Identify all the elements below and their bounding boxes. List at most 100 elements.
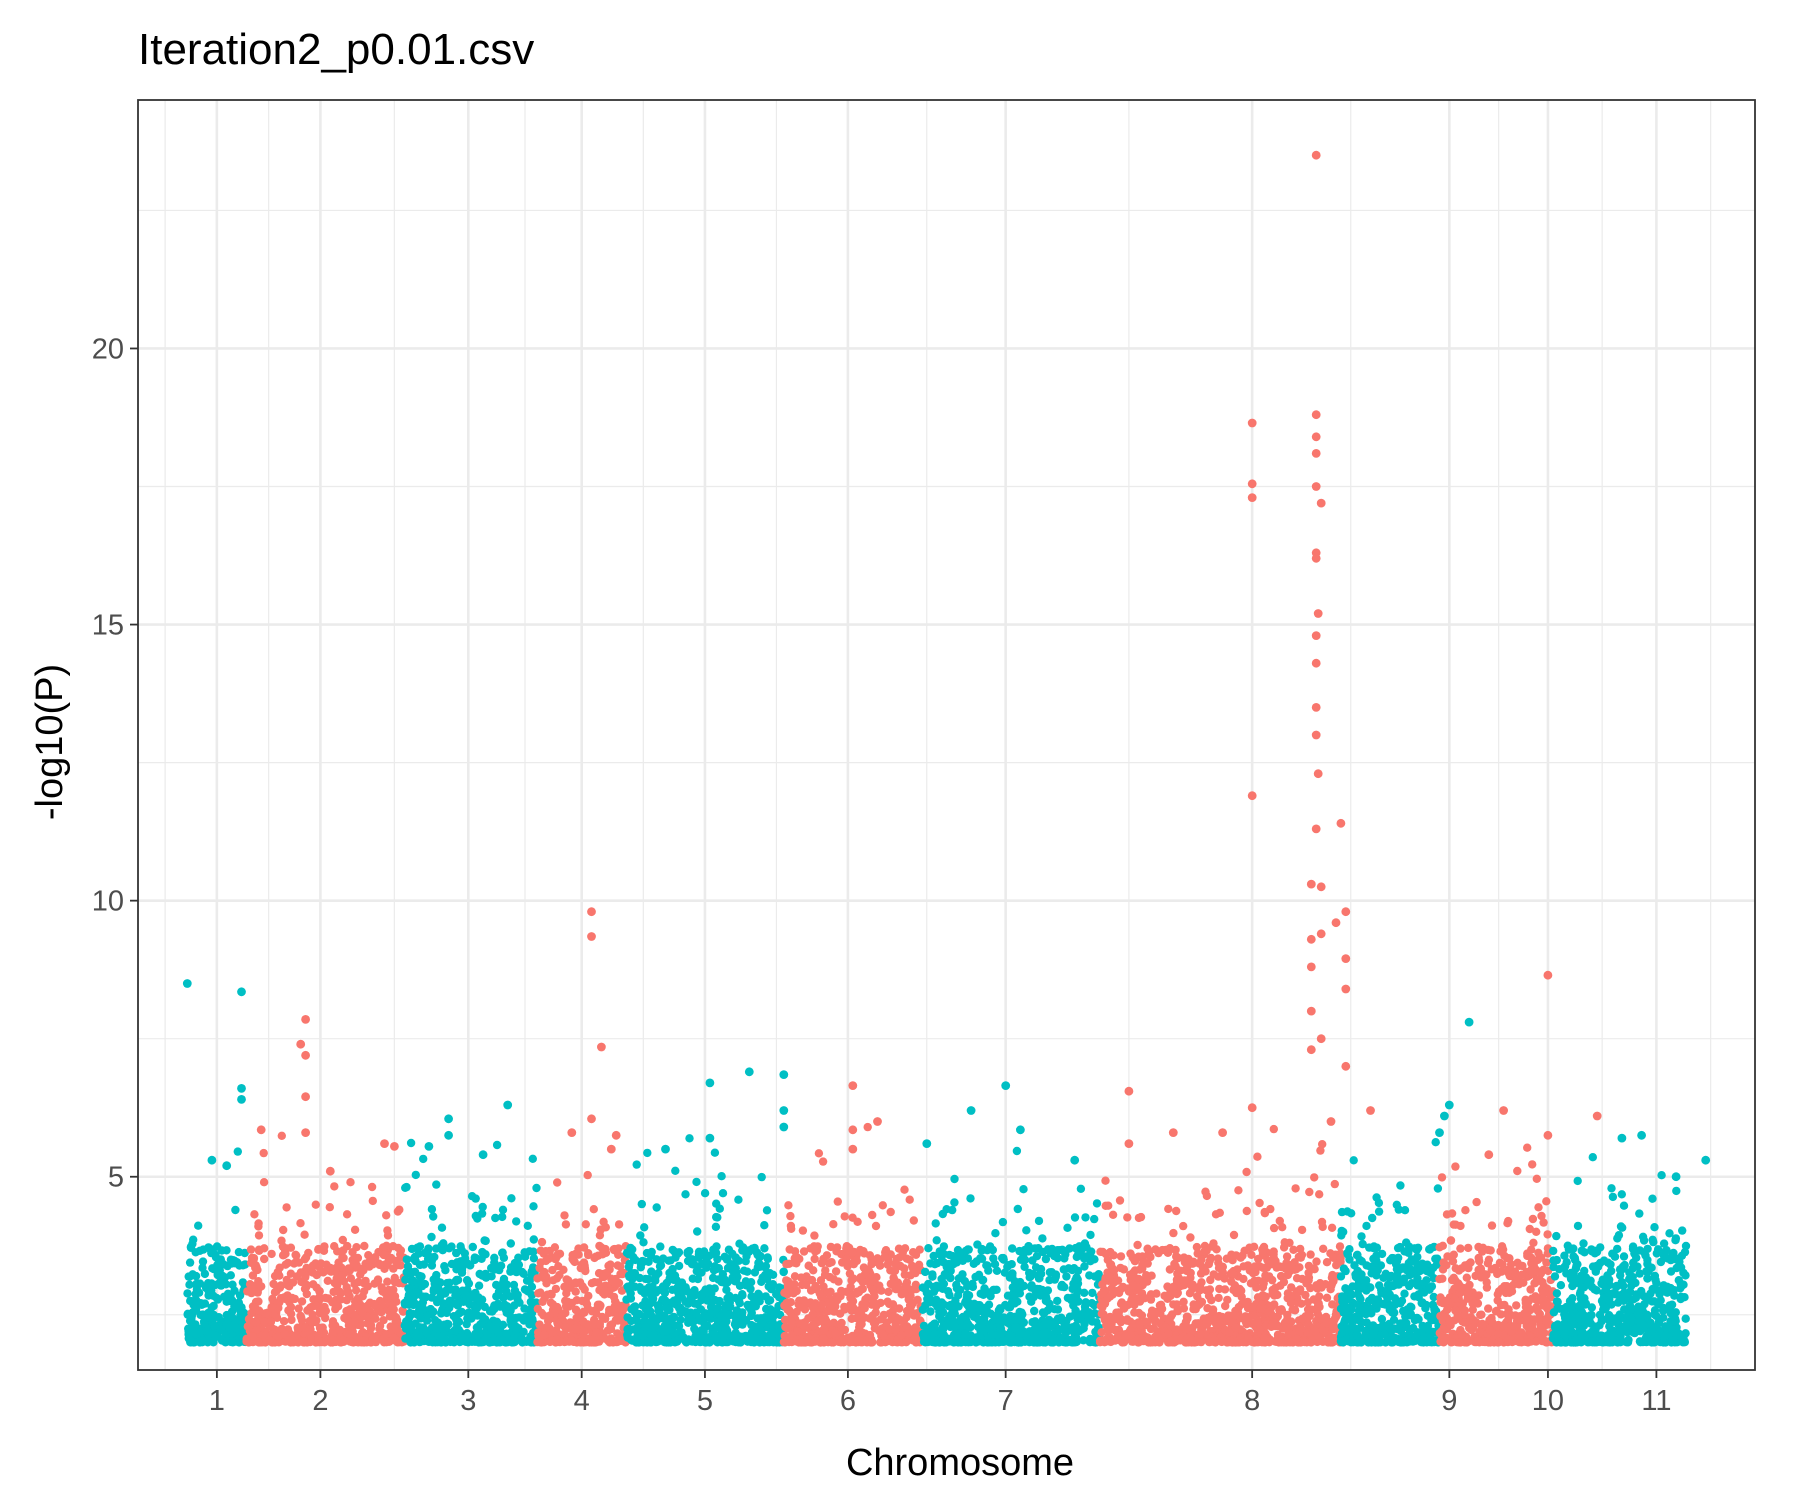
data-point	[753, 1295, 762, 1305]
data-point	[403, 1333, 412, 1343]
data-point	[579, 1327, 588, 1336]
data-point	[980, 1325, 989, 1334]
data-point	[1268, 1285, 1277, 1295]
data-point	[909, 1263, 918, 1273]
data-point	[1116, 1263, 1125, 1273]
data-point	[627, 1316, 636, 1326]
data-point	[183, 1289, 192, 1298]
data-point	[388, 1242, 398, 1251]
data-point	[1281, 1264, 1290, 1273]
data-point	[754, 1289, 763, 1299]
data-point	[266, 1317, 276, 1326]
data-point	[976, 1254, 985, 1263]
data-point	[253, 1337, 263, 1346]
data-point	[200, 1299, 210, 1308]
data-point	[335, 1325, 345, 1335]
data-point	[1298, 1314, 1307, 1324]
data-point	[1316, 1146, 1325, 1155]
data-point	[1260, 1207, 1269, 1217]
data-point	[834, 1277, 843, 1286]
data-point	[1015, 1335, 1024, 1345]
peak-point	[705, 1078, 715, 1088]
data-point	[292, 1251, 301, 1260]
data-point	[1218, 1336, 1228, 1346]
data-point	[734, 1297, 744, 1306]
peak-point	[1001, 1081, 1011, 1090]
data-point	[474, 1295, 483, 1304]
data-point	[188, 1239, 197, 1249]
data-point	[915, 1245, 924, 1254]
data-point	[297, 1313, 306, 1322]
data-point	[1043, 1328, 1052, 1337]
data-point	[780, 1301, 789, 1310]
peak-point	[444, 1114, 453, 1124]
data-point	[711, 1222, 721, 1232]
data-point	[392, 1336, 401, 1345]
data-point	[274, 1332, 283, 1341]
data-point	[1157, 1304, 1167, 1314]
data-point	[750, 1243, 759, 1253]
data-point	[674, 1248, 684, 1257]
data-point	[342, 1210, 352, 1219]
data-point	[185, 1272, 194, 1281]
data-point	[1196, 1337, 1206, 1347]
data-point	[207, 1303, 216, 1312]
data-point	[509, 1280, 519, 1290]
data-point	[1247, 1250, 1256, 1260]
data-point	[234, 1247, 244, 1257]
data-point	[579, 1317, 588, 1326]
data-point	[1138, 1336, 1147, 1345]
data-point	[389, 1264, 398, 1273]
data-point	[1269, 1223, 1279, 1233]
data-point	[512, 1217, 521, 1226]
data-point	[585, 1335, 595, 1344]
data-point	[1234, 1186, 1243, 1195]
peak-point	[256, 1125, 266, 1135]
peak-point	[779, 1070, 789, 1079]
data-point	[1070, 1213, 1080, 1222]
data-point	[1088, 1288, 1097, 1298]
data-point	[848, 1302, 857, 1311]
data-point	[336, 1295, 345, 1304]
data-point	[1164, 1329, 1173, 1338]
data-point	[1291, 1184, 1300, 1193]
data-point	[550, 1243, 560, 1252]
data-point	[641, 1322, 650, 1332]
data-point	[538, 1297, 547, 1307]
data-point	[184, 1334, 194, 1343]
data-point	[529, 1235, 538, 1244]
data-point	[494, 1336, 503, 1345]
data-point	[693, 1227, 702, 1236]
data-point	[899, 1289, 909, 1298]
data-point	[1202, 1191, 1212, 1201]
data-point	[339, 1246, 348, 1255]
data-point	[659, 1254, 668, 1263]
data-point	[868, 1337, 877, 1347]
data-point	[1032, 1252, 1042, 1261]
data-point	[404, 1284, 413, 1293]
data-point	[492, 1280, 501, 1290]
data-point	[900, 1244, 910, 1253]
data-point	[706, 1302, 716, 1312]
data-point	[471, 1329, 480, 1339]
data-point	[1295, 1263, 1304, 1272]
data-point	[515, 1298, 524, 1307]
data-point	[847, 1336, 856, 1345]
peak-point	[325, 1166, 335, 1176]
data-point	[743, 1267, 752, 1276]
data-point	[584, 1250, 593, 1260]
data-point	[434, 1332, 443, 1341]
data-point	[1076, 1184, 1086, 1194]
data-point	[642, 1338, 652, 1347]
data-point	[254, 1277, 263, 1286]
data-point	[937, 1274, 946, 1284]
data-point	[1135, 1320, 1144, 1329]
data-point	[1303, 1328, 1313, 1337]
peak-point	[922, 1139, 932, 1148]
data-point	[897, 1330, 906, 1340]
data-point	[1008, 1283, 1017, 1292]
data-point	[1103, 1294, 1112, 1304]
data-point	[491, 1213, 500, 1223]
data-point	[1081, 1213, 1090, 1222]
data-point	[520, 1248, 529, 1257]
